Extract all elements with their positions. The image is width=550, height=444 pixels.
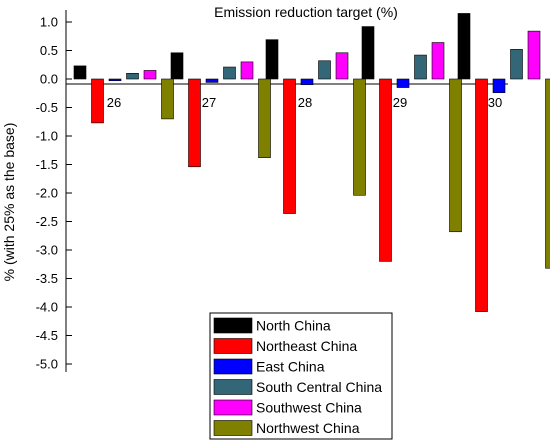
chart-title: Emission reduction target (%) <box>214 4 398 20</box>
bar <box>161 78 174 120</box>
bar <box>449 78 462 233</box>
bar <box>223 66 236 80</box>
legend-label: South Central China <box>256 379 382 395</box>
bar <box>361 26 375 80</box>
bar <box>353 78 366 196</box>
legend-swatch <box>213 399 253 416</box>
y-tick-label: 0.5 <box>40 43 58 58</box>
y-tick-label: -0.5 <box>36 100 58 115</box>
bar <box>188 78 201 168</box>
bar <box>431 42 445 80</box>
bar <box>205 78 219 83</box>
bar <box>240 61 254 80</box>
legend-swatch <box>213 338 253 354</box>
category-label: 28 <box>298 95 312 110</box>
bar <box>475 78 488 312</box>
y-tick-label: -2.5 <box>36 214 58 229</box>
legend-label: Northwest China <box>256 420 360 436</box>
legend-label: East China <box>256 359 325 375</box>
y-tick-label: -1.0 <box>36 129 58 144</box>
y-tick-label: -1.5 <box>36 157 58 172</box>
bar <box>91 78 104 124</box>
category-label: 27 <box>202 95 216 110</box>
category-label: 30 <box>488 95 502 110</box>
legend-swatch <box>213 379 253 395</box>
bar <box>108 78 122 82</box>
y-tick-label: 1.0 <box>40 15 58 30</box>
bar <box>335 52 349 80</box>
bar <box>318 60 331 80</box>
y-tick-label: -5.0 <box>36 357 58 372</box>
y-tick-label: -2.0 <box>36 186 58 201</box>
bar <box>457 13 471 80</box>
bar <box>527 30 541 80</box>
bar <box>126 73 139 80</box>
bar <box>379 78 392 262</box>
legend-swatch <box>213 317 253 334</box>
bar <box>258 78 271 158</box>
bar <box>492 78 506 93</box>
bar <box>510 49 523 80</box>
legend-swatch <box>213 358 253 375</box>
legend-swatch <box>213 420 253 436</box>
y-ticks: 1.0 0.5 0.0 -0.5 -1.0 -1.5 -2.0 -2.5 -3.0 -3.5 -4.… <box>36 15 72 372</box>
category-label: 29 <box>393 95 407 110</box>
category-label: 26 <box>107 95 121 110</box>
bar <box>143 70 157 80</box>
y-tick-label: -4.0 <box>36 300 58 315</box>
bars <box>73 13 550 312</box>
y-tick-label: -3.5 <box>36 271 58 286</box>
legend-label: North China <box>256 318 331 334</box>
y-tick-label: 0.0 <box>40 72 58 87</box>
legend: North China Northeast China East China Sout… <box>209 312 393 440</box>
bar <box>545 78 550 269</box>
legend-label: Northeast China <box>256 338 357 354</box>
bar <box>73 65 87 80</box>
bar <box>396 78 410 88</box>
y-axis-label: % (with 25% as the base) <box>1 123 17 282</box>
bar <box>414 54 427 80</box>
y-tick-label: -4.5 <box>36 328 58 343</box>
bar <box>170 52 184 80</box>
category-labels: 26 27 28 29 30 <box>107 95 502 110</box>
legend-label: Southwest China <box>256 400 362 416</box>
bar <box>283 78 296 214</box>
legend-box <box>209 312 393 440</box>
bar <box>265 39 279 80</box>
y-tick-label: -3.0 <box>36 243 58 258</box>
bar <box>300 78 314 85</box>
